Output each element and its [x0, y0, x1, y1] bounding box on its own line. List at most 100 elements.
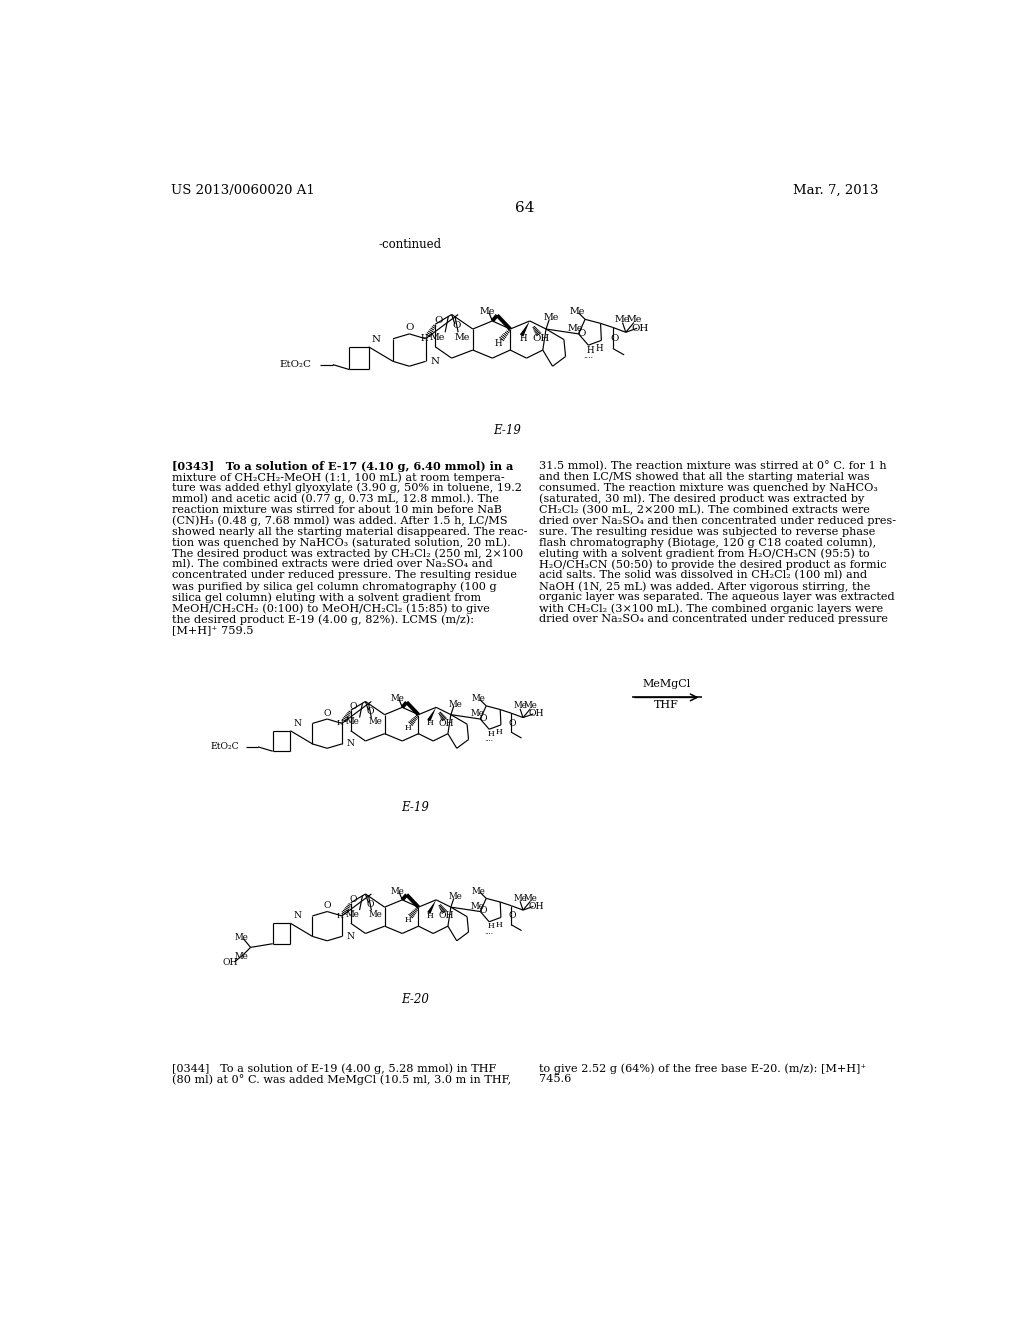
Text: Me: Me — [569, 306, 585, 315]
Text: O: O — [367, 708, 374, 717]
Text: Mar. 7, 2013: Mar. 7, 2013 — [794, 185, 879, 197]
Text: H: H — [487, 730, 494, 738]
Text: dried over Na₂SO₄ and concentrated under reduced pressure: dried over Na₂SO₄ and concentrated under… — [539, 614, 888, 624]
Text: NaOH (1N, 25 mL) was added. After vigorous stirring, the: NaOH (1N, 25 mL) was added. After vigoro… — [539, 581, 870, 591]
Text: Me: Me — [391, 887, 404, 895]
Text: organic layer was separated. The aqueous layer was extracted: organic layer was separated. The aqueous… — [539, 593, 894, 602]
Text: EtO₂C: EtO₂C — [280, 360, 311, 370]
Text: Me: Me — [614, 315, 630, 323]
Text: Me: Me — [513, 701, 527, 710]
Text: Me: Me — [567, 323, 583, 333]
Text: 745.6: 745.6 — [539, 1074, 571, 1084]
Text: H: H — [496, 729, 502, 737]
Text: [0344]   To a solution of E-19 (4.00 g, 5.28 mmol) in THF: [0344] To a solution of E-19 (4.00 g, 5.… — [172, 1063, 497, 1073]
Text: O: O — [610, 334, 618, 343]
Text: OH: OH — [222, 957, 238, 966]
Text: showed nearly all the starting material disappeared. The reac-: showed nearly all the starting material … — [172, 527, 527, 537]
Text: O: O — [479, 907, 487, 915]
Text: Me: Me — [346, 909, 359, 919]
Text: O: O — [509, 911, 516, 920]
Text: 64: 64 — [515, 202, 535, 215]
Text: CH₂Cl₂ (300 mL, 2×200 mL). The combined extracts were: CH₂Cl₂ (300 mL, 2×200 mL). The combined … — [539, 504, 869, 515]
Polygon shape — [427, 708, 436, 722]
Text: OH: OH — [438, 719, 455, 727]
Text: the desired product E-19 (4.00 g, 82%). LCMS (m/z):: the desired product E-19 (4.00 g, 82%). … — [172, 614, 474, 624]
Text: O: O — [324, 902, 331, 911]
Text: O: O — [509, 719, 516, 727]
Text: mixture of CH₂CH₂-MeOH (1:1, 100 mL) at room tempera-: mixture of CH₂CH₂-MeOH (1:1, 100 mL) at … — [172, 473, 505, 483]
Text: acid salts. The solid was dissolved in CH₂Cl₂ (100 ml) and: acid salts. The solid was dissolved in C… — [539, 570, 867, 581]
Text: -continued: -continued — [378, 238, 441, 251]
Text: H: H — [595, 345, 603, 352]
Text: H: H — [496, 921, 502, 929]
Text: H: H — [420, 334, 428, 343]
Text: H: H — [495, 339, 503, 348]
Text: Me: Me — [480, 306, 496, 315]
Text: Me: Me — [430, 333, 445, 342]
Polygon shape — [520, 321, 529, 337]
Text: O: O — [324, 709, 331, 718]
Text: H: H — [404, 916, 412, 924]
Text: ....: .... — [484, 735, 494, 743]
Text: O: O — [350, 895, 357, 904]
Text: sure. The resulting residue was subjected to reverse phase: sure. The resulting residue was subjecte… — [539, 527, 876, 537]
Text: Me: Me — [513, 894, 527, 903]
Text: Me: Me — [523, 894, 538, 903]
Text: MeMgCl: MeMgCl — [642, 678, 691, 689]
Text: H: H — [487, 923, 494, 931]
Text: H: H — [586, 346, 594, 355]
Text: O: O — [578, 329, 586, 338]
Text: N: N — [293, 911, 301, 920]
Text: flash chromatography (Biotage, 120 g C18 coated column),: flash chromatography (Biotage, 120 g C18… — [539, 537, 876, 548]
Text: to give 2.52 g (64%) of the free base E-20. (m/z): [M+H]⁺: to give 2.52 g (64%) of the free base E-… — [539, 1063, 866, 1073]
Text: Me: Me — [470, 902, 484, 911]
Text: and then LC/MS showed that all the starting material was: and then LC/MS showed that all the start… — [539, 473, 869, 482]
Text: H: H — [404, 723, 412, 731]
Text: (CN)H₃ (0.48 g, 7.68 mmol) was added. After 1.5 h, LC/MS: (CN)H₃ (0.48 g, 7.68 mmol) was added. Af… — [172, 516, 508, 527]
Text: consumed. The reaction mixture was quenched by NaHCO₃: consumed. The reaction mixture was quenc… — [539, 483, 878, 492]
Text: US 2013/0060020 A1: US 2013/0060020 A1 — [171, 185, 314, 197]
Text: (saturated, 30 ml). The desired product was extracted by: (saturated, 30 ml). The desired product … — [539, 494, 864, 504]
Text: Me: Me — [472, 887, 485, 895]
Text: Me: Me — [449, 700, 462, 709]
Text: EtO₂C: EtO₂C — [210, 742, 239, 751]
Text: concentrated under reduced pressure. The resulting residue: concentrated under reduced pressure. The… — [172, 570, 517, 581]
Text: with CH₂Cl₂ (3×100 mL). The combined organic layers were: with CH₂Cl₂ (3×100 mL). The combined org… — [539, 603, 883, 614]
Text: (80 ml) at 0° C. was added MeMgCl (10.5 ml, 3.0 m in THF,: (80 ml) at 0° C. was added MeMgCl (10.5 … — [172, 1074, 511, 1085]
Text: MeOH/CH₂CH₂ (0:100) to MeOH/CH₂Cl₂ (15:85) to give: MeOH/CH₂CH₂ (0:100) to MeOH/CH₂Cl₂ (15:8… — [172, 603, 490, 614]
Text: 31.5 mmol). The reaction mixture was stirred at 0° C. for 1 h: 31.5 mmol). The reaction mixture was sti… — [539, 461, 887, 471]
Text: H: H — [427, 719, 434, 727]
Text: N: N — [372, 334, 381, 343]
Text: O: O — [453, 321, 461, 330]
Text: O: O — [479, 714, 487, 723]
Text: ture was added ethyl glyoxylate (3.90 g, 50% in toluene, 19.2: ture was added ethyl glyoxylate (3.90 g,… — [172, 483, 522, 494]
Text: Me: Me — [470, 709, 484, 718]
Text: O: O — [406, 323, 414, 331]
Text: Me: Me — [627, 315, 642, 323]
Text: Me: Me — [455, 333, 470, 342]
Text: N: N — [430, 356, 439, 366]
Text: tion was quenched by NaHCO₃ (saturated solution, 20 mL).: tion was quenched by NaHCO₃ (saturated s… — [172, 537, 511, 548]
Text: OH: OH — [532, 334, 550, 343]
Text: silica gel column) eluting with a solvent gradient from: silica gel column) eluting with a solven… — [172, 593, 481, 603]
Text: N: N — [346, 739, 354, 748]
Text: E-20: E-20 — [401, 994, 429, 1006]
Text: The desired product was extracted by CH₂Cl₂ (250 ml, 2×100: The desired product was extracted by CH₂… — [172, 549, 523, 560]
Text: H: H — [337, 719, 344, 727]
Text: H: H — [337, 912, 344, 920]
Text: [0343]   To a solution of E-17 (4.10 g, 6.40 mmol) in a: [0343] To a solution of E-17 (4.10 g, 6.… — [172, 461, 514, 473]
Text: ml). The combined extracts were dried over Na₂SO₄ and: ml). The combined extracts were dried ov… — [172, 560, 493, 570]
Text: H: H — [519, 334, 527, 343]
Text: Me: Me — [472, 694, 485, 704]
Text: ....: .... — [584, 351, 593, 359]
Text: OH: OH — [528, 709, 544, 718]
Text: Me: Me — [449, 892, 462, 902]
Text: Me: Me — [523, 701, 538, 710]
Text: ....: .... — [484, 928, 494, 936]
Text: Me: Me — [234, 933, 249, 941]
Text: N: N — [293, 719, 301, 727]
Text: Me: Me — [234, 952, 249, 961]
Text: O: O — [350, 702, 357, 711]
Text: Me: Me — [369, 718, 382, 726]
Text: O: O — [434, 315, 442, 325]
